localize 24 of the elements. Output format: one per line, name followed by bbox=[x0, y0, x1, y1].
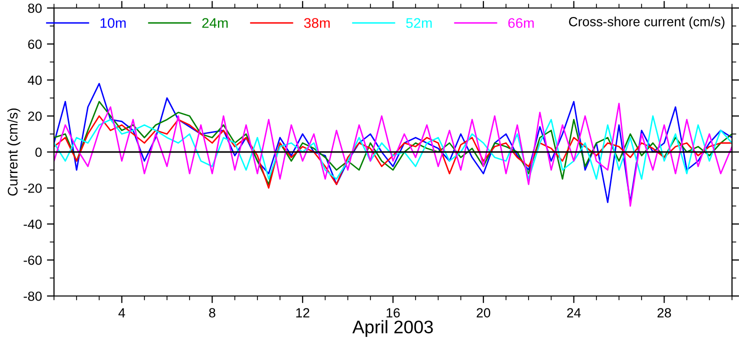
annotation: Cross-shore current (cm/s) bbox=[569, 16, 724, 29]
legend-label: 52m bbox=[406, 18, 432, 28]
x-tick-label: 8 bbox=[209, 308, 216, 318]
x-axis-title: April 2003 bbox=[352, 320, 433, 337]
legend-label: 38m bbox=[304, 18, 330, 28]
y-tick-label: -60 bbox=[24, 256, 42, 265]
y-tick-label: -40 bbox=[24, 220, 42, 229]
x-tick-label: 16 bbox=[386, 308, 400, 318]
x-tick-label: 24 bbox=[567, 308, 581, 318]
y-tick-label: -20 bbox=[24, 184, 42, 193]
y-tick-label: -80 bbox=[24, 292, 42, 301]
y-tick-label: 80 bbox=[28, 4, 42, 13]
y-tick-label: 60 bbox=[28, 40, 42, 49]
y-tick-label: 40 bbox=[28, 76, 42, 85]
x-tick-label: 28 bbox=[658, 308, 671, 318]
x-tick-label: 4 bbox=[118, 308, 126, 318]
y-axis-title: Current (cm/s) bbox=[7, 108, 20, 196]
legend-label: 10m bbox=[100, 18, 126, 28]
legend-label: 66m bbox=[508, 18, 534, 28]
y-tick-label: 20 bbox=[28, 112, 42, 121]
y-tick-label: 0 bbox=[35, 148, 42, 157]
x-tick-label: 20 bbox=[476, 308, 490, 318]
legend-label: 24m bbox=[202, 18, 228, 28]
x-tick-label: 12 bbox=[296, 308, 310, 318]
